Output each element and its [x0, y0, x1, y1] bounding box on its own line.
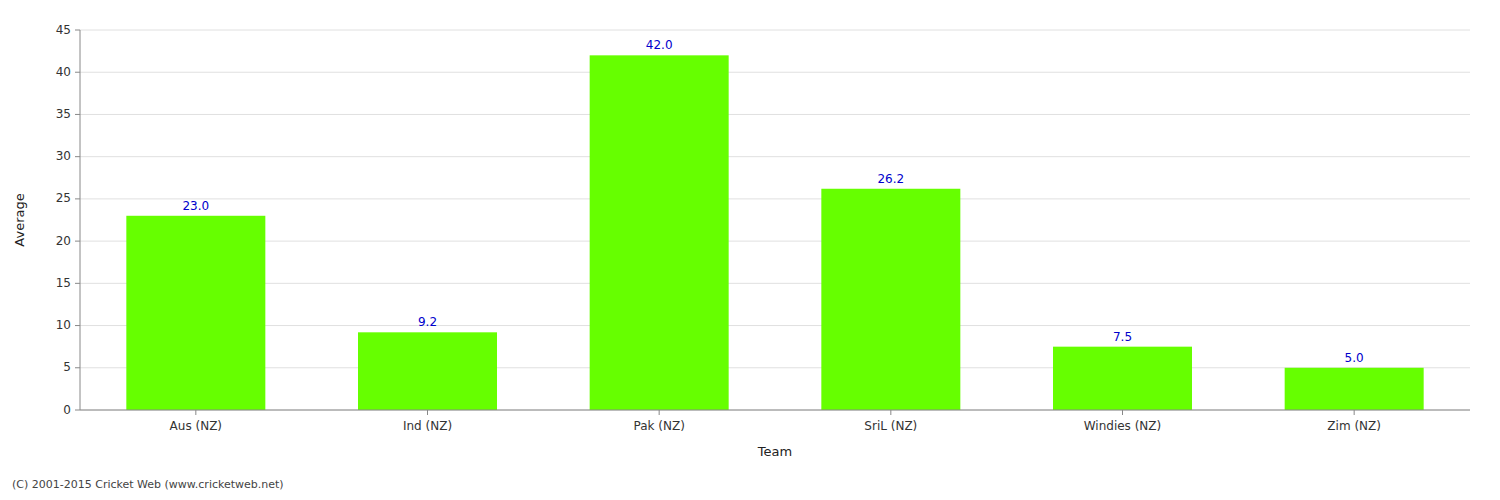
grid-line — [80, 114, 1470, 115]
y-tick — [75, 72, 80, 73]
x-tick — [195, 410, 196, 415]
y-tick-label: 10 — [56, 318, 71, 332]
x-axis-label: Team — [757, 444, 792, 459]
x-tick-label: SriL (NZ) — [864, 419, 917, 433]
page: {"chart_data": {"type": "bar", "xlabel":… — [0, 0, 1500, 500]
footer-annotation: (C) 2001-2015 Cricket Web (www.cricketwe… — [12, 478, 284, 491]
y-tick — [75, 325, 80, 326]
grid-line — [80, 156, 1470, 157]
x-ticks: Aus (NZ) Ind (NZ) Pak (NZ) SriL (NZ) Windies… — [170, 410, 1381, 433]
bar — [590, 55, 729, 410]
bar — [1053, 347, 1192, 410]
x-tick-label: Aus (NZ) — [170, 419, 222, 433]
chart-container: 0 5 10 15 20 25 30 35 40 45 Aus (NZ) Ind (NZ) Pak (N… — [0, 0, 1500, 500]
grid-line — [80, 325, 1470, 326]
data-label: 42.0 — [646, 38, 673, 52]
y-axis-label: Average — [12, 193, 27, 246]
y-tick — [75, 114, 80, 115]
data-label: 5.0 — [1345, 351, 1364, 365]
y-tick — [75, 283, 80, 284]
bar — [358, 332, 497, 410]
y-tick-label: 0 — [63, 403, 71, 417]
grid-line — [80, 198, 1470, 199]
x-tick-label: Pak (NZ) — [633, 419, 684, 433]
y-tick — [75, 241, 80, 242]
y-tick-label: 5 — [63, 360, 71, 374]
x-tick — [1122, 410, 1123, 415]
y-ticks: 0 5 10 15 20 25 30 35 40 45 — [56, 23, 80, 417]
data-labels: 23.0 9.2 42.0 26.2 7.5 5.0 — [182, 38, 1363, 364]
y-tick-label: 45 — [56, 23, 71, 37]
y-tick — [75, 156, 80, 157]
grid-line — [80, 72, 1470, 73]
y-tick-label: 20 — [56, 234, 71, 248]
data-label: 26.2 — [877, 172, 904, 186]
x-tick-label: Windies (NZ) — [1084, 419, 1162, 433]
grid-line — [80, 367, 1470, 368]
y-axis-line — [80, 30, 81, 410]
y-tick-label: 30 — [56, 149, 71, 163]
y-tick — [75, 367, 80, 368]
grid-line — [80, 283, 1470, 284]
y-tick-label: 35 — [56, 107, 71, 121]
bar — [1285, 368, 1424, 410]
y-tick — [75, 30, 80, 31]
x-tick-label: Ind (NZ) — [403, 419, 452, 433]
x-tick-label: Zim (NZ) — [1327, 419, 1381, 433]
data-label: 7.5 — [1113, 330, 1132, 344]
data-label: 23.0 — [182, 199, 209, 213]
y-grid — [80, 30, 1470, 410]
bars — [126, 55, 1423, 410]
y-tick-label: 25 — [56, 191, 71, 205]
chart-svg: 0 5 10 15 20 25 30 35 40 45 Aus (NZ) Ind (NZ) Pak (N… — [0, 0, 1500, 500]
x-tick — [659, 410, 660, 415]
bar — [821, 189, 960, 410]
data-label: 9.2 — [418, 315, 437, 329]
grid-line — [80, 241, 1470, 242]
y-tick — [75, 410, 80, 411]
x-tick — [890, 410, 891, 415]
x-tick — [427, 410, 428, 415]
grid-line — [80, 30, 1470, 31]
y-tick-label: 40 — [56, 65, 71, 79]
y-tick — [75, 198, 80, 199]
bar — [126, 216, 265, 410]
x-tick — [1354, 410, 1355, 415]
grid-line — [80, 410, 1470, 411]
y-tick-label: 15 — [56, 276, 71, 290]
x-axis-line — [80, 410, 1470, 411]
